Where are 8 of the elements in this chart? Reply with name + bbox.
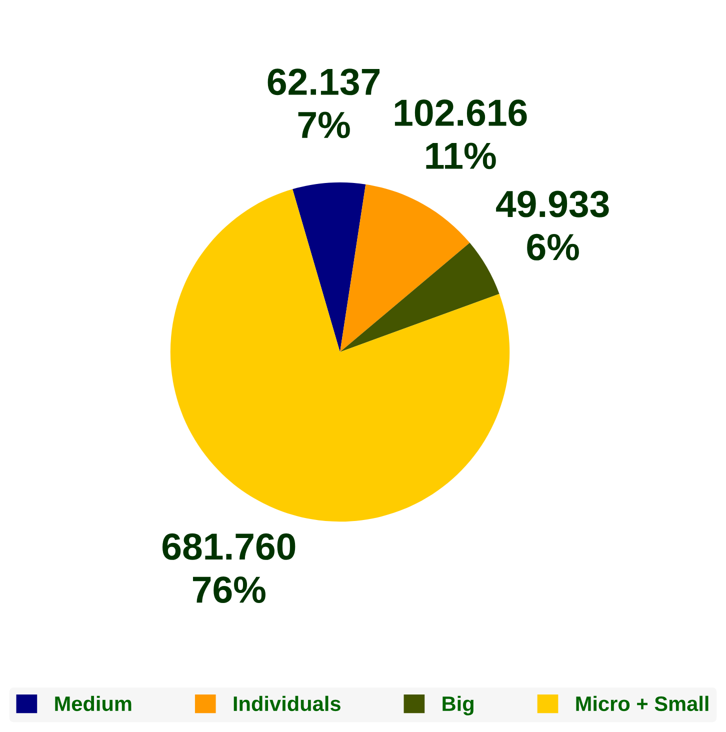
legend-label: Micro + Small <box>576 696 708 712</box>
legend-label: Individuals <box>234 696 340 712</box>
data-label: 681.760 76% <box>162 533 296 604</box>
legend-label: Big <box>442 696 474 716</box>
data-label: 102.616 11% <box>394 100 527 170</box>
data-label: 62.137 7% <box>268 68 380 138</box>
data-label: 49.933 6% <box>496 190 609 260</box>
legend-label: Medium <box>55 696 132 712</box>
